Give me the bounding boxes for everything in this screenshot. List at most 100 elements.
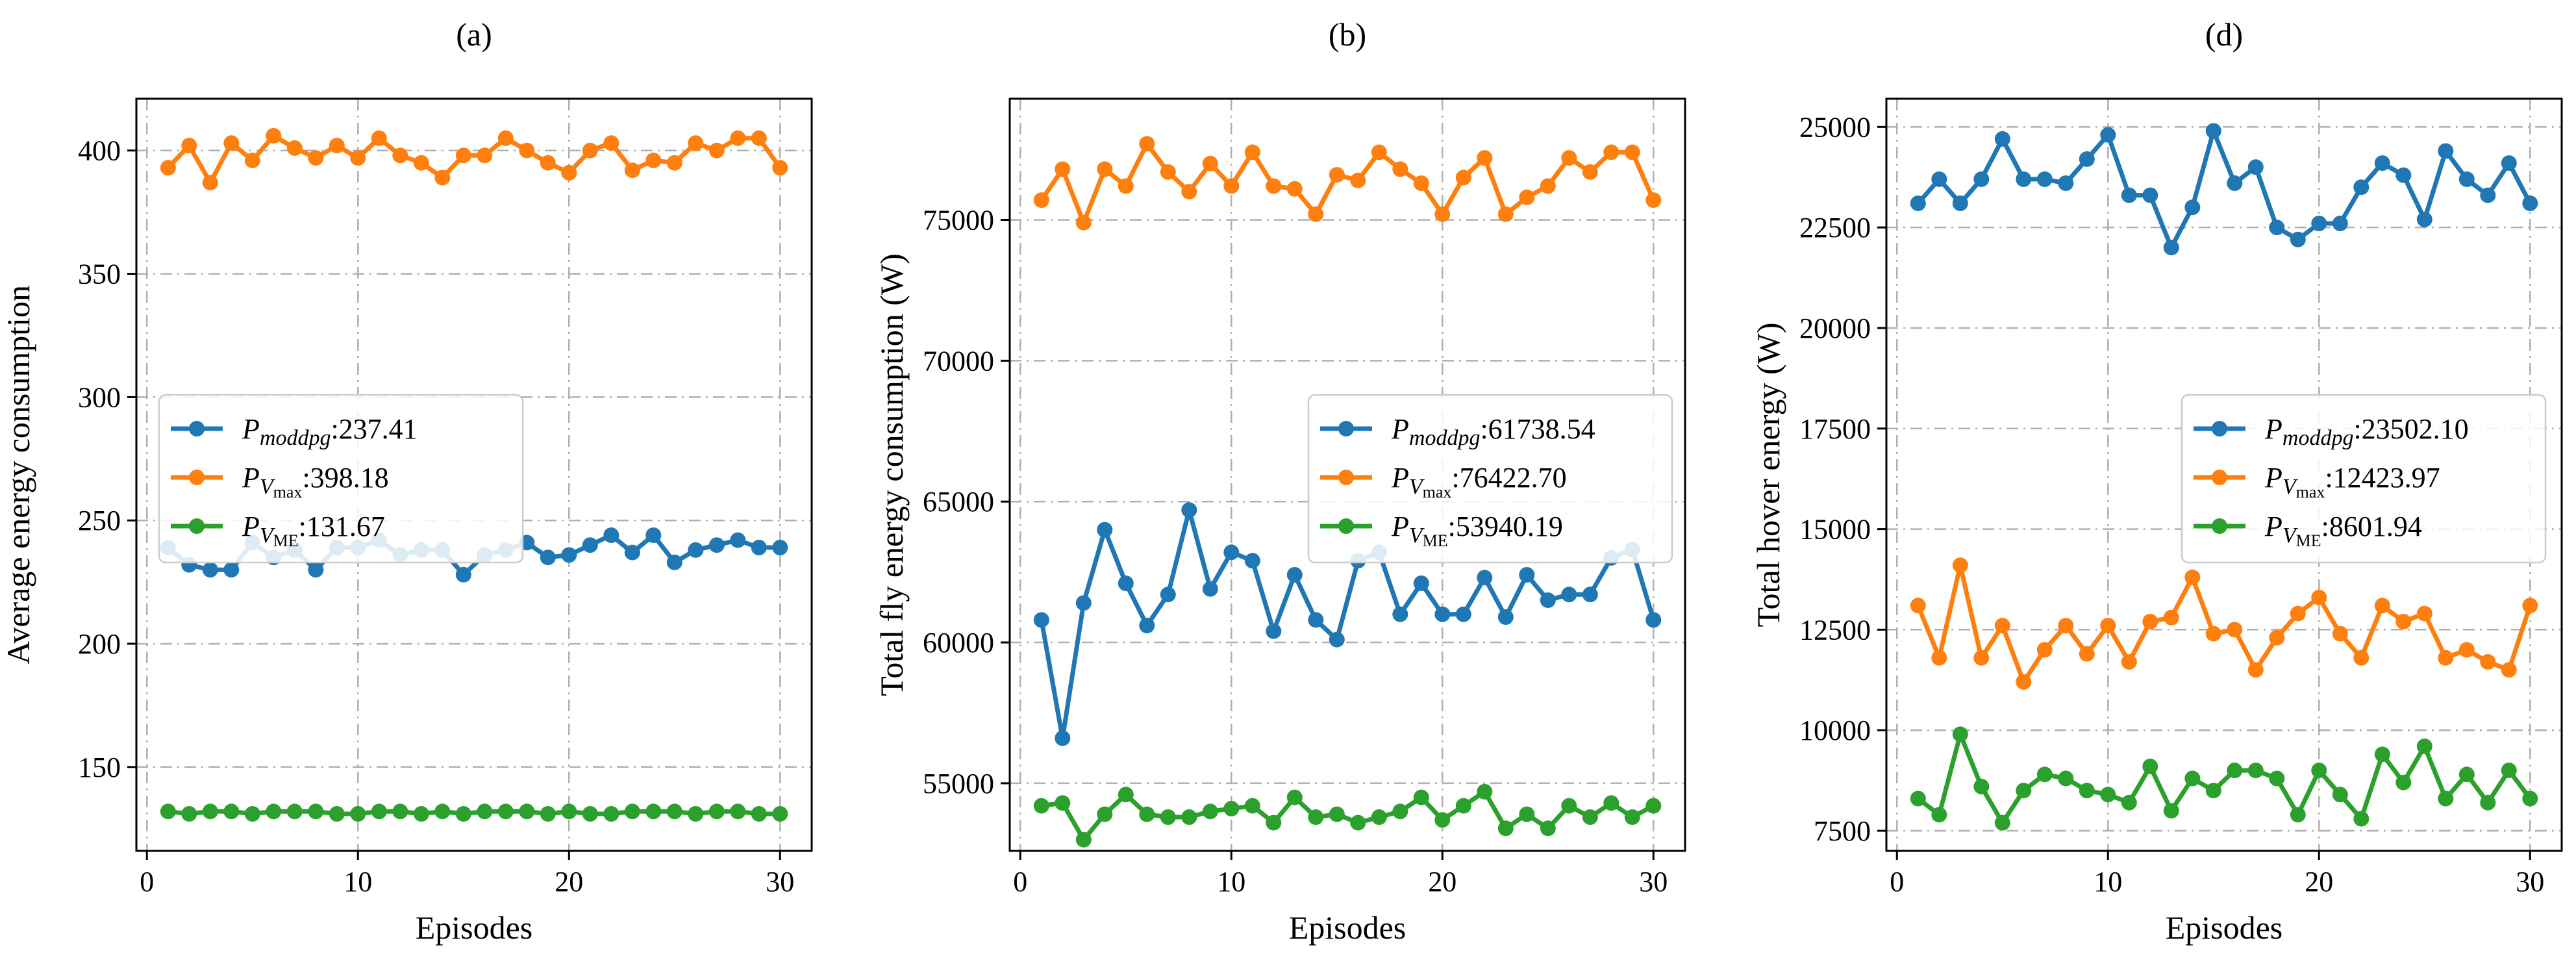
data-point-vme <box>244 806 260 822</box>
legend-swatch-marker <box>2212 470 2227 485</box>
data-point-vmax <box>1118 178 1134 194</box>
data-point-vmax <box>1075 214 1092 231</box>
data-point-vme <box>2311 763 2327 779</box>
y-tick-label: 150 <box>78 752 121 783</box>
data-point-vme <box>181 806 197 822</box>
data-point-moddpg <box>1645 612 1662 628</box>
data-point-vme <box>2501 763 2517 779</box>
data-point-vmax <box>751 130 767 146</box>
data-point-vme <box>1160 809 1176 825</box>
data-point-vmax <box>181 138 197 154</box>
data-point-vmax <box>1477 150 1493 166</box>
y-tick-label: 400 <box>78 135 121 167</box>
data-point-vmax <box>329 138 345 154</box>
data-point-vme <box>1477 783 1493 800</box>
data-point-vme <box>1413 789 1429 805</box>
y-tick-label: 250 <box>78 505 121 537</box>
x-tick-label: 10 <box>344 866 372 898</box>
legend-box <box>158 394 524 564</box>
data-point-moddpg <box>308 562 324 578</box>
data-point-vme <box>1118 787 1134 803</box>
data-point-vmax <box>1973 650 1990 666</box>
data-point-vme <box>1952 726 1968 742</box>
data-point-moddpg <box>1413 575 1429 591</box>
data-point-vme <box>1624 809 1640 825</box>
data-point-vmax <box>1455 170 1471 186</box>
data-point-vme <box>1910 790 1926 807</box>
data-point-vme <box>1244 798 1260 814</box>
data-point-vmax <box>708 142 725 158</box>
data-point-vmax <box>1561 150 1577 166</box>
data-point-vmax <box>413 155 429 171</box>
data-point-moddpg <box>1434 606 1451 622</box>
data-point-vme <box>266 803 282 820</box>
data-point-vme <box>1329 806 1345 822</box>
data-point-vmax <box>2458 642 2475 658</box>
data-point-vmax <box>561 164 577 181</box>
data-point-moddpg <box>2458 171 2475 187</box>
data-point-vme <box>772 806 788 822</box>
data-point-vme <box>2036 766 2053 783</box>
data-point-moddpg <box>2163 240 2179 256</box>
data-point-vmax <box>1540 178 1556 194</box>
data-point-vmax <box>371 130 387 146</box>
data-point-vme <box>1371 809 1387 825</box>
y-tick-label: 20000 <box>1799 312 1871 344</box>
data-point-moddpg <box>1075 595 1092 611</box>
data-point-moddpg <box>1931 171 1947 187</box>
data-point-vme <box>2353 811 2370 827</box>
data-point-vmax <box>434 170 451 186</box>
data-point-vmax <box>2121 654 2137 670</box>
y-tick-label: 70000 <box>923 345 994 377</box>
legend-swatch-marker <box>2212 518 2227 534</box>
data-point-vme <box>2269 770 2285 787</box>
legend-box <box>1307 394 1673 564</box>
data-point-vmax <box>2184 569 2201 585</box>
data-point-vmax <box>540 155 556 171</box>
data-point-vme <box>2100 787 2116 803</box>
data-point-vmax <box>160 160 176 176</box>
data-point-vme <box>202 803 218 820</box>
data-point-vme <box>1055 795 1071 811</box>
data-point-moddpg <box>1952 196 1968 211</box>
data-point-vmax <box>1033 192 1049 208</box>
data-point-vme <box>1540 820 1556 837</box>
legend-label: PVmax:398.18 <box>242 462 389 501</box>
data-point-vmax <box>1519 189 1535 205</box>
x-tick-label: 20 <box>555 866 583 898</box>
data-point-vmax <box>1202 155 1218 171</box>
legend-label: PVME:8601.94 <box>2264 511 2422 550</box>
data-point-moddpg <box>708 537 725 553</box>
data-point-vmax <box>519 142 535 158</box>
data-point-vmax <box>1624 144 1640 160</box>
data-point-vme <box>1308 809 1324 825</box>
data-point-moddpg <box>2416 211 2432 227</box>
data-point-moddpg <box>2121 187 2137 203</box>
data-point-moddpg <box>1055 730 1071 746</box>
data-point-moddpg <box>2100 127 2116 143</box>
data-point-vmax <box>1244 144 1260 160</box>
data-point-vmax <box>2100 618 2116 634</box>
data-point-vmax <box>1181 184 1197 200</box>
data-point-vmax <box>2438 650 2454 666</box>
data-point-moddpg <box>1994 131 2010 147</box>
legend-swatch-marker <box>1338 470 1354 485</box>
legend-label: PVmax:76422.70 <box>1391 462 1567 501</box>
data-point-vmax <box>244 152 260 168</box>
data-point-vme <box>2184 770 2201 787</box>
data-point-vmax <box>477 147 493 164</box>
data-point-moddpg <box>1308 612 1324 628</box>
data-point-vme <box>540 806 556 822</box>
data-point-vme <box>2416 739 2432 754</box>
data-point-vmax <box>1286 181 1303 197</box>
x-tick-label: 30 <box>766 866 794 898</box>
data-point-vme <box>708 803 725 820</box>
data-point-vmax <box>1160 164 1176 180</box>
data-point-vme <box>392 803 408 820</box>
data-point-vme <box>582 806 598 822</box>
y-tick-label: 7500 <box>1814 815 1871 847</box>
data-point-vme <box>2142 759 2158 774</box>
data-point-vme <box>2438 790 2454 807</box>
data-point-moddpg <box>1202 581 1218 597</box>
